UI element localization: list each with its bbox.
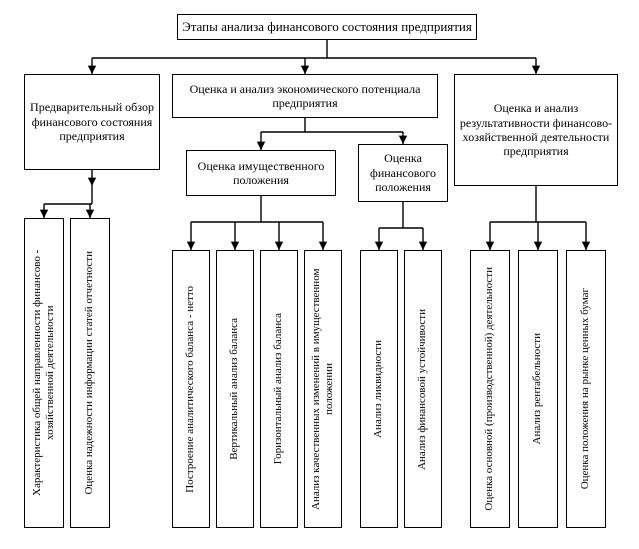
leaf-box-9: Анализ рентабельности [518,250,558,528]
leaf-box-7: Анализ финансовой устойчивости [404,250,442,528]
leaf-box-0: Характеристика общей направленности фина… [24,218,64,528]
leaf-box-1: Оценка надежности информации статей отче… [70,218,110,528]
level2-box-0: Предварительный обзор финансового состоя… [24,74,160,170]
leaf-box-10: Оценка положения на рынке ценных бумаг [566,250,606,528]
level3-box-1: Оценка финансового положения [358,144,448,202]
leaf-box-6: Анализ ликвидности [360,250,398,528]
diagram-canvas: Этапы анализа финансового состояния пред… [0,0,639,549]
level3-box-0: Оценка имущественного положения [186,150,336,196]
level2-box-2: Оценка и анализ результативности финансо… [454,74,618,186]
level2-box-1: Оценка и анализ экономического потенциал… [172,74,438,118]
leaf-box-4: Горизонтальный анализ баланса [260,250,298,528]
leaf-box-3: Вертикальный анализ баланса [216,250,254,528]
root-box: Этапы анализа финансового состояния пред… [177,14,477,40]
leaf-box-5: Анализ качественных изменений в имуществ… [304,250,342,528]
leaf-box-2: Построение аналитического баланса - нетт… [172,250,210,528]
leaf-box-8: Оценка основной (производственной) деяте… [470,250,510,528]
